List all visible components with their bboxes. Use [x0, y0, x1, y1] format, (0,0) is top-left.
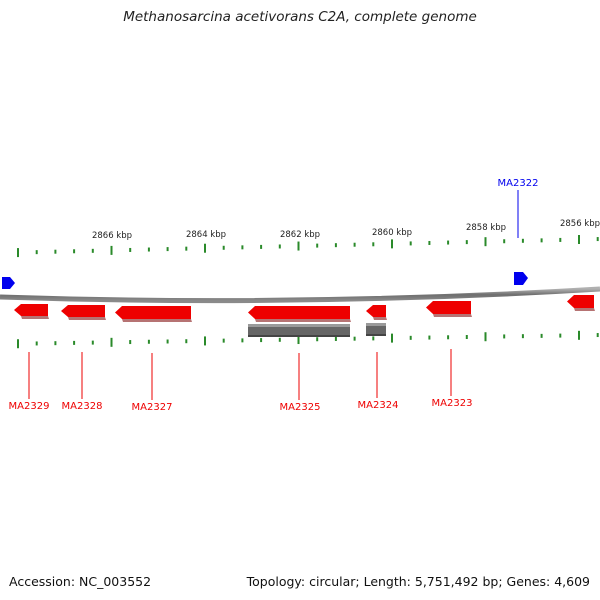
- reverse-gene-arrow-MA2324: [366, 305, 387, 320]
- scale-label: 2862 kbp: [280, 230, 320, 240]
- accession-text: Accession: NC_003552: [9, 574, 152, 589]
- scale-label: 2858 kbp: [466, 223, 506, 233]
- forward-gene-arrow: [2, 277, 15, 289]
- grey-feature-block: [366, 323, 386, 336]
- gene-label: MA2328: [62, 401, 103, 412]
- scale-label: 2864 kbp: [186, 230, 226, 240]
- genome-summary-text: Topology: circular; Length: 5,751,492 bp…: [246, 574, 590, 589]
- scale-label: 2866 kbp: [92, 231, 132, 241]
- map-title: Methanosarcina acetivorans C2A, complete…: [123, 9, 477, 25]
- reverse-gene-arrow-MA2327: [115, 306, 192, 322]
- reverse-gene-arrow-MA2329: [14, 304, 49, 319]
- reverse-gene-arrow: [567, 295, 595, 311]
- gene-label: MA2327: [132, 402, 173, 413]
- gene-label: MA2324: [358, 400, 399, 411]
- gene-label: MA2325: [280, 402, 321, 413]
- forward-gene-arrow-MA2322: [514, 272, 528, 285]
- grey-feature-block: [248, 324, 350, 337]
- scale-label: 2860 kbp: [372, 228, 412, 238]
- gene-label: MA2329: [9, 401, 50, 412]
- gene-label: MA2322: [498, 178, 539, 189]
- reverse-gene-arrow-MA2325: [248, 306, 351, 322]
- reverse-gene-arrow-MA2328: [61, 305, 106, 320]
- scale-ticks-bottom: [17, 330, 599, 349]
- gene-labels: MA2322 MA2329 MA2328 MA2327 MA2325 MA2324 MA23…: [9, 178, 539, 413]
- genome-backbone: [0, 286, 600, 304]
- scale-label: 2856 kbp: [560, 219, 600, 229]
- reverse-gene-arrow-MA2323: [426, 301, 472, 317]
- gene-label: MA2323: [432, 398, 473, 409]
- feature-track: [2, 272, 595, 337]
- scale-labels: 2866 kbp 2864 kbp 2862 kbp 2860 kbp 2858 kbp…: [92, 219, 600, 241]
- scale-ticks-top: [17, 234, 599, 258]
